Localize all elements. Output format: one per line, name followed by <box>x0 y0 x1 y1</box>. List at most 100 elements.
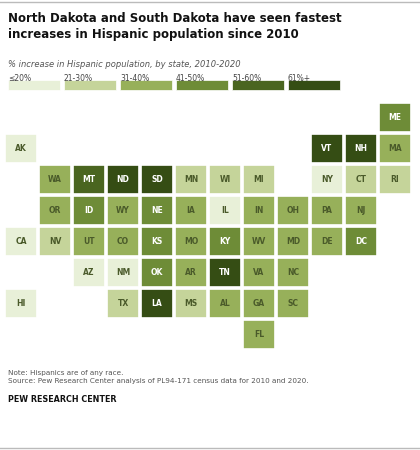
Bar <box>243 227 275 256</box>
Text: IL: IL <box>221 206 229 215</box>
Text: LA: LA <box>152 299 163 308</box>
Text: DC: DC <box>355 237 367 246</box>
Bar <box>141 165 173 194</box>
Bar <box>209 289 241 318</box>
Bar <box>141 196 173 225</box>
Text: NH: NH <box>354 144 368 153</box>
Text: MI: MI <box>254 175 264 184</box>
Text: CA: CA <box>15 237 27 246</box>
Text: KY: KY <box>219 237 231 246</box>
Text: MA: MA <box>388 144 402 153</box>
Bar <box>277 196 309 225</box>
Text: GA: GA <box>253 299 265 308</box>
Bar <box>107 227 139 256</box>
Bar <box>243 320 275 349</box>
Bar <box>175 227 207 256</box>
Text: NJ: NJ <box>356 206 366 215</box>
Bar <box>64 80 116 90</box>
Bar <box>311 196 343 225</box>
Bar <box>345 134 377 163</box>
Bar <box>311 134 343 163</box>
Bar <box>243 196 275 225</box>
Text: NC: NC <box>287 268 299 277</box>
Text: AR: AR <box>185 268 197 277</box>
Bar <box>73 227 105 256</box>
Text: OK: OK <box>151 268 163 277</box>
Text: ME: ME <box>388 113 402 122</box>
Bar <box>5 134 37 163</box>
Text: CO: CO <box>117 237 129 246</box>
Text: ID: ID <box>84 206 94 215</box>
Bar <box>176 80 228 90</box>
Text: WV: WV <box>252 237 266 246</box>
Text: UT: UT <box>83 237 95 246</box>
Text: 31-40%: 31-40% <box>120 74 149 83</box>
Bar <box>175 165 207 194</box>
Text: SC: SC <box>288 299 299 308</box>
Bar <box>107 258 139 287</box>
Text: NM: NM <box>116 268 130 277</box>
Text: HI: HI <box>16 299 26 308</box>
Text: OH: OH <box>286 206 299 215</box>
Bar <box>141 289 173 318</box>
Bar <box>232 80 284 90</box>
Text: North Dakota and South Dakota have seen fastest
increases in Hispanic population: North Dakota and South Dakota have seen … <box>8 12 341 41</box>
Bar <box>345 165 377 194</box>
Text: CT: CT <box>355 175 367 184</box>
Bar <box>379 165 411 194</box>
Text: VT: VT <box>321 144 333 153</box>
Text: NV: NV <box>49 237 61 246</box>
Text: PA: PA <box>322 206 333 215</box>
Text: 21-30%: 21-30% <box>64 74 93 83</box>
Bar <box>209 196 241 225</box>
Bar <box>175 196 207 225</box>
Bar <box>379 134 411 163</box>
Bar <box>39 196 71 225</box>
Text: TX: TX <box>117 299 129 308</box>
Bar <box>73 258 105 287</box>
Text: TN: TN <box>219 268 231 277</box>
Bar <box>73 196 105 225</box>
Text: PEW RESEARCH CENTER: PEW RESEARCH CENTER <box>8 395 116 404</box>
Text: WA: WA <box>48 175 62 184</box>
Text: WI: WI <box>219 175 231 184</box>
Text: FL: FL <box>254 330 264 339</box>
Text: NY: NY <box>321 175 333 184</box>
Text: AL: AL <box>220 299 231 308</box>
Text: 41-50%: 41-50% <box>176 74 205 83</box>
Bar <box>311 165 343 194</box>
Text: VA: VA <box>253 268 265 277</box>
Bar <box>39 165 71 194</box>
Text: NE: NE <box>151 206 163 215</box>
Bar <box>209 258 241 287</box>
Bar <box>5 289 37 318</box>
Text: Note: Hispanics are of any race.
Source: Pew Research Center analysis of PL94-17: Note: Hispanics are of any race. Source:… <box>8 370 309 384</box>
Text: RI: RI <box>391 175 399 184</box>
Text: DE: DE <box>321 237 333 246</box>
Bar <box>243 165 275 194</box>
Bar <box>107 165 139 194</box>
Text: MO: MO <box>184 237 198 246</box>
Bar <box>277 289 309 318</box>
Bar <box>5 227 37 256</box>
Text: MD: MD <box>286 237 300 246</box>
Text: AK: AK <box>15 144 27 153</box>
Bar <box>141 227 173 256</box>
Bar <box>243 289 275 318</box>
Bar <box>288 80 340 90</box>
Bar <box>107 289 139 318</box>
Bar <box>209 227 241 256</box>
Bar <box>243 258 275 287</box>
Bar <box>345 227 377 256</box>
Bar <box>379 103 411 132</box>
Text: ND: ND <box>117 175 129 184</box>
Text: MS: MS <box>184 299 197 308</box>
Text: OR: OR <box>49 206 61 215</box>
Text: 61%+: 61%+ <box>288 74 311 83</box>
Text: ≤20%: ≤20% <box>8 74 31 83</box>
Text: 51-60%: 51-60% <box>232 74 261 83</box>
Text: MT: MT <box>82 175 96 184</box>
Text: WY: WY <box>116 206 130 215</box>
Bar <box>311 227 343 256</box>
Text: % increase in Hispanic population, by state, 2010-2020: % increase in Hispanic population, by st… <box>8 60 241 69</box>
